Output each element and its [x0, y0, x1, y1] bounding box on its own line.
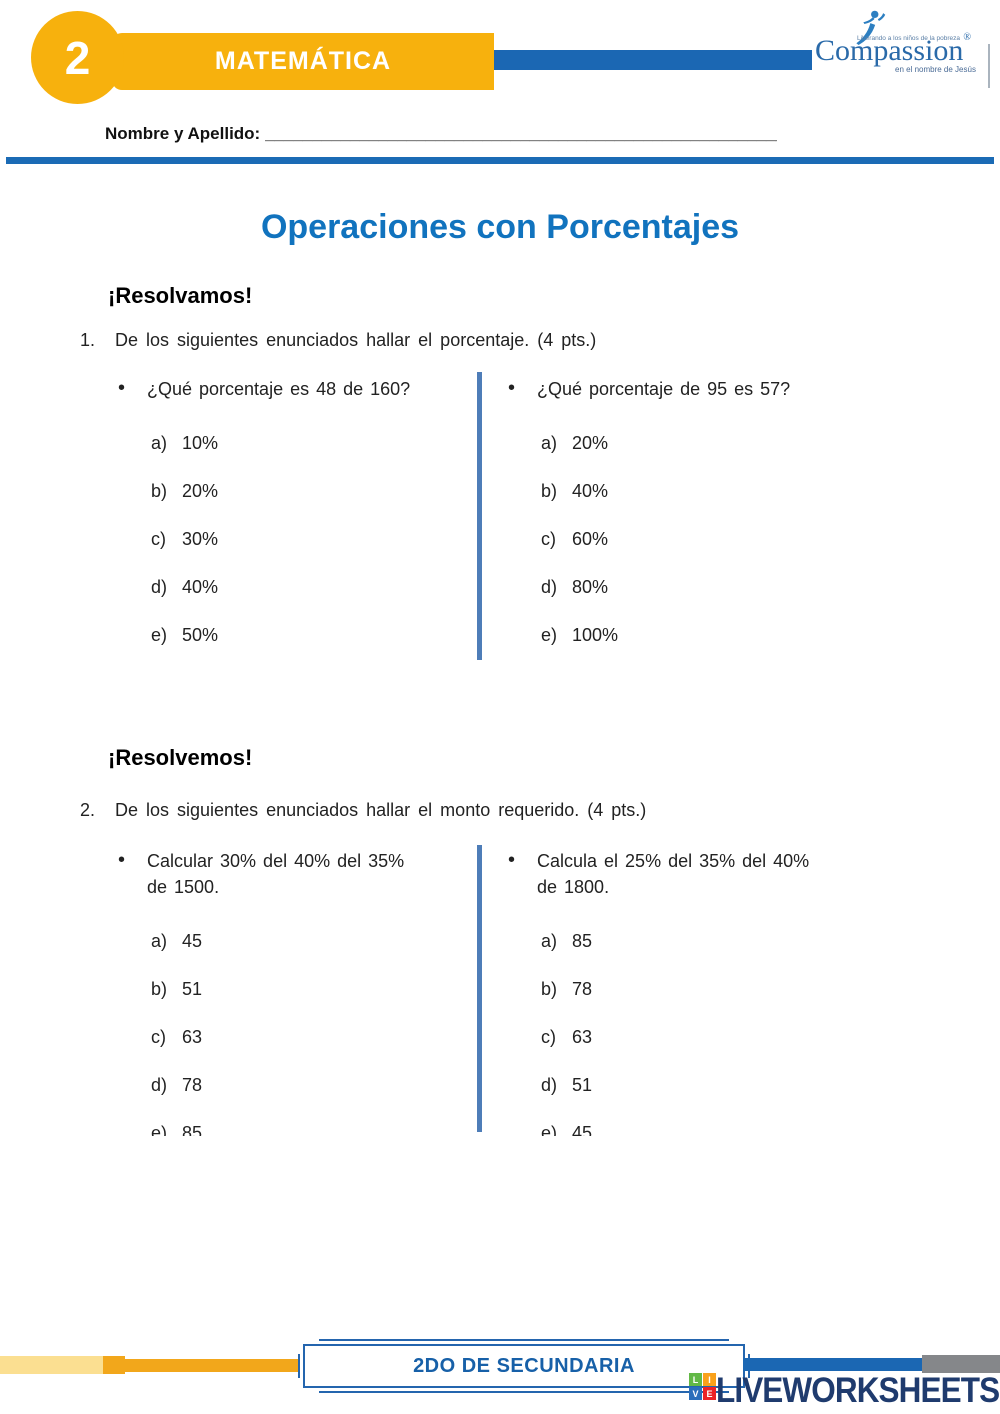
options-list: a) 20% b) 40% c) 60% d) 80% e) 100%: [541, 434, 858, 645]
liveworksheets-logo-squares-icon: L I V E: [689, 1373, 716, 1400]
options-list: a) 45 b) 51 c) 63 d) 78 e) 85: [151, 931, 468, 1137]
name-row: Nombre y Apellido: _____________________…: [105, 124, 805, 144]
compassion-logo: Liberando a los niños de la pobreza Comp…: [815, 8, 990, 90]
footer-yellow-bright-bar: [103, 1359, 299, 1372]
question-text: Calcula el 25% del 35% del 40% de 1800.: [537, 851, 810, 897]
compassion-figure-icon: [856, 10, 886, 45]
unit-number-badge: 2: [31, 11, 124, 104]
option-a[interactable]: a) 45: [151, 931, 203, 951]
option-e[interactable]: e) 50%: [151, 625, 219, 645]
option-c[interactable]: c) 63: [151, 1027, 203, 1047]
footer-blue-bar: [743, 1358, 925, 1371]
column-divider: [477, 372, 482, 660]
unit-number: 2: [64, 31, 91, 84]
question-2-right: • Calcula el 25% del 35% del 40% de 1800…: [508, 848, 858, 1136]
logo-separator: [988, 44, 990, 88]
option-b[interactable]: b) 78: [541, 979, 593, 999]
bullet-icon: •: [508, 377, 516, 399]
option-b[interactable]: b) 20%: [151, 481, 219, 501]
compassion-tagline-bottom: en el nombre de Jesús: [895, 65, 976, 74]
option-b[interactable]: b) 40%: [541, 481, 609, 501]
section-1-instruction: 1. De los siguientes enunciados hallar el…: [80, 330, 940, 351]
header-rule: [6, 157, 994, 164]
subject-title: MATEMÁTICA: [214, 47, 392, 75]
option-d[interactable]: d) 51: [541, 1075, 593, 1095]
option-a[interactable]: a) 10%: [151, 433, 219, 453]
subject-banner: MATEMÁTICA: [112, 33, 494, 90]
option-a[interactable]: a) 20%: [541, 433, 609, 453]
options-list: a) 85 b) 78 c) 63 d) 51 e) 45: [541, 931, 858, 1137]
compassion-brand: Compassion®: [815, 32, 971, 67]
option-c[interactable]: c) 63: [541, 1027, 593, 1047]
question-1-right: • ¿Qué porcentaje de 95 es 57? a) 20% b)…: [508, 376, 858, 645]
section-2-number: 2.: [80, 800, 96, 820]
name-label: Nombre y Apellido:: [105, 124, 265, 143]
liveworksheets-brand: LIVEWORKSHEETS: [716, 1371, 1000, 1410]
option-e[interactable]: e) 100%: [541, 625, 619, 645]
question-1-left: • ¿Qué porcentaje es 48 de 160? a) 10% b…: [118, 376, 468, 645]
section-2-instruction: 2. De los siguientes enunciados hallar el…: [80, 800, 940, 821]
section-1-instruction-text: De los siguientes enunciados hallar el p…: [115, 330, 597, 350]
section-1-number: 1.: [80, 330, 96, 350]
options-list: a) 10% b) 20% c) 30% d) 40% e) 50%: [151, 434, 468, 645]
lws-square-l: L: [689, 1373, 702, 1386]
question-text: ¿Qué porcentaje de 95 es 57?: [537, 379, 791, 399]
grade-plaque: 2DO DE SECUNDARIA: [298, 1339, 750, 1393]
page-title: Operaciones con Porcentajes: [260, 208, 740, 246]
section-2-heading: ¡Resolvemos!: [108, 745, 253, 770]
header-blue-bar: [494, 50, 812, 70]
option-b[interactable]: b) 51: [151, 979, 203, 999]
bullet-icon: •: [118, 377, 126, 399]
option-c[interactable]: c) 30%: [151, 529, 219, 549]
question-2-left: • Calcular 30% del 40% del 35% de 1500. …: [118, 848, 468, 1136]
option-d[interactable]: d) 80%: [541, 577, 609, 597]
option-e[interactable]: e) 45: [541, 1123, 593, 1137]
lws-square-i: I: [703, 1373, 716, 1386]
footer-gray-bar: [922, 1355, 1000, 1373]
question-prompt: • Calcular 30% del 40% del 35% de 1500.: [118, 848, 468, 900]
question-prompt: • ¿Qué porcentaje de 95 es 57?: [508, 376, 858, 402]
compassion-tagline-top: Liberando a los niños de la pobreza: [857, 35, 960, 42]
section-2-instruction-text: De los siguientes enunciados hallar el m…: [115, 800, 647, 820]
question-text: Calcular 30% del 40% del 35% de 1500.: [147, 851, 405, 897]
question-text: ¿Qué porcentaje es 48 de 160?: [147, 379, 411, 399]
name-blank-line[interactable]: ________________________________________…: [264, 124, 777, 143]
option-d[interactable]: d) 78: [151, 1075, 203, 1095]
question-prompt: • Calcula el 25% del 35% del 40% de 1800…: [508, 848, 858, 900]
section-1-heading: ¡Resolvamos!: [108, 283, 253, 308]
bullet-icon: •: [118, 849, 126, 871]
registered-mark: ®: [963, 32, 971, 43]
option-e[interactable]: e) 85: [151, 1123, 203, 1137]
grade-label: 2DO DE SECUNDARIA: [413, 1354, 635, 1377]
option-c[interactable]: c) 60%: [541, 529, 609, 549]
option-a[interactable]: a) 85: [541, 931, 593, 951]
question-prompt: • ¿Qué porcentaje es 48 de 160?: [118, 376, 468, 402]
footer-yellow-pale-bar: [0, 1356, 123, 1374]
bullet-icon: •: [508, 849, 516, 871]
lws-square-v: V: [689, 1387, 702, 1400]
option-d[interactable]: d) 40%: [151, 577, 219, 597]
column-divider: [477, 845, 482, 1132]
lws-square-e: E: [703, 1387, 716, 1400]
